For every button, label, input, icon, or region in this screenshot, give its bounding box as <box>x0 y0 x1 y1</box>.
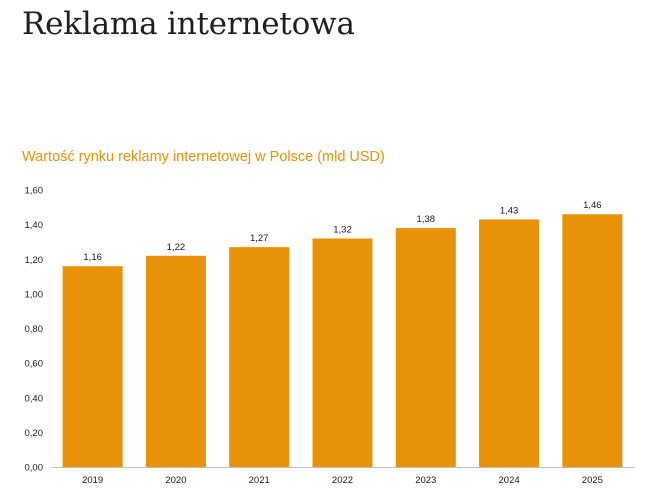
bars <box>62 214 623 467</box>
data-label: 1,43 <box>500 205 519 216</box>
data-label: 1,32 <box>333 224 352 235</box>
y-axis-ticks: 0,00 0,20 0,40 0,60 0,80 1,00 1,20 1,40 1,60 <box>25 186 44 474</box>
y-tick-label: 0,60 <box>25 359 44 370</box>
bar <box>62 266 123 467</box>
data-label: 1,16 <box>83 252 102 263</box>
bar <box>395 228 456 467</box>
bar <box>229 247 290 467</box>
x-tick-label: 2023 <box>415 475 436 486</box>
x-tick-label: 2022 <box>332 475 353 486</box>
y-tick-label: 1,40 <box>25 220 44 231</box>
data-label: 1,27 <box>250 233 269 244</box>
x-axis-ticks: 2019 2020 2021 2022 2023 2024 2025 <box>82 475 603 486</box>
x-tick-label: 2020 <box>165 475 186 486</box>
x-tick-label: 2025 <box>582 475 603 486</box>
y-tick-label: 1,20 <box>25 255 44 266</box>
value-labels: 1,16 1,22 1,27 1,32 1,38 1,43 1,46 <box>83 200 601 263</box>
y-tick-label: 0,20 <box>25 428 44 439</box>
data-label: 1,46 <box>583 200 602 211</box>
chart-title: Wartość rynku reklamy internetowej w Pol… <box>22 149 385 165</box>
y-tick-label: 1,00 <box>25 289 44 300</box>
data-label: 1,22 <box>167 242 186 253</box>
bar <box>312 238 373 467</box>
y-tick-label: 1,60 <box>25 186 44 197</box>
x-tick-label: 2024 <box>499 475 520 486</box>
bar <box>145 255 206 467</box>
page-title: Reklama internetowa <box>22 6 355 42</box>
data-label: 1,38 <box>417 214 436 225</box>
y-tick-label: 0,80 <box>25 324 44 335</box>
bar <box>479 219 540 467</box>
x-tick-label: 2019 <box>82 475 103 486</box>
y-tick-label: 0,40 <box>25 393 44 404</box>
x-tick-label: 2021 <box>249 475 270 486</box>
bar <box>562 214 623 467</box>
y-tick-label: 0,00 <box>25 463 44 474</box>
